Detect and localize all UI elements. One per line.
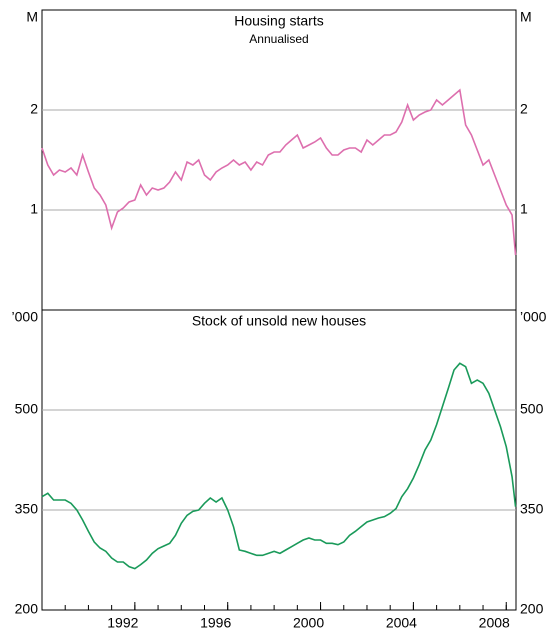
x-tick-label: 2000 xyxy=(293,615,324,631)
y-tick-label-right: 200 xyxy=(520,601,544,617)
y-tick-label-left: 200 xyxy=(15,601,39,617)
panel-subtitle: Annualised xyxy=(249,32,308,46)
x-tick-label: 1992 xyxy=(107,615,138,631)
y-tick-label-left: 500 xyxy=(15,401,39,417)
x-tick-label: 2008 xyxy=(479,615,510,631)
data-line xyxy=(41,362,517,570)
y-tick-label-right: 350 xyxy=(520,501,544,517)
y-tick-label-left: 1 xyxy=(30,201,38,217)
y-tick-label-left: 350 xyxy=(15,501,39,517)
y-tick-label-right: 500 xyxy=(520,401,544,417)
data-line xyxy=(41,88,517,256)
y-unit-left: ’000 xyxy=(12,309,39,325)
y-unit-right: M xyxy=(520,9,532,25)
panel-title: Housing starts xyxy=(234,13,323,29)
y-unit-left: M xyxy=(26,9,38,25)
y-tick-label-right: 1 xyxy=(520,201,528,217)
y-tick-label-right: 2 xyxy=(520,101,528,117)
x-tick-label: 1996 xyxy=(200,615,231,631)
x-tick-label: 2004 xyxy=(386,615,417,631)
y-tick-label-left: 2 xyxy=(30,101,38,117)
y-unit-right: ’000 xyxy=(520,309,547,325)
panel-title: Stock of unsold new houses xyxy=(192,313,366,329)
